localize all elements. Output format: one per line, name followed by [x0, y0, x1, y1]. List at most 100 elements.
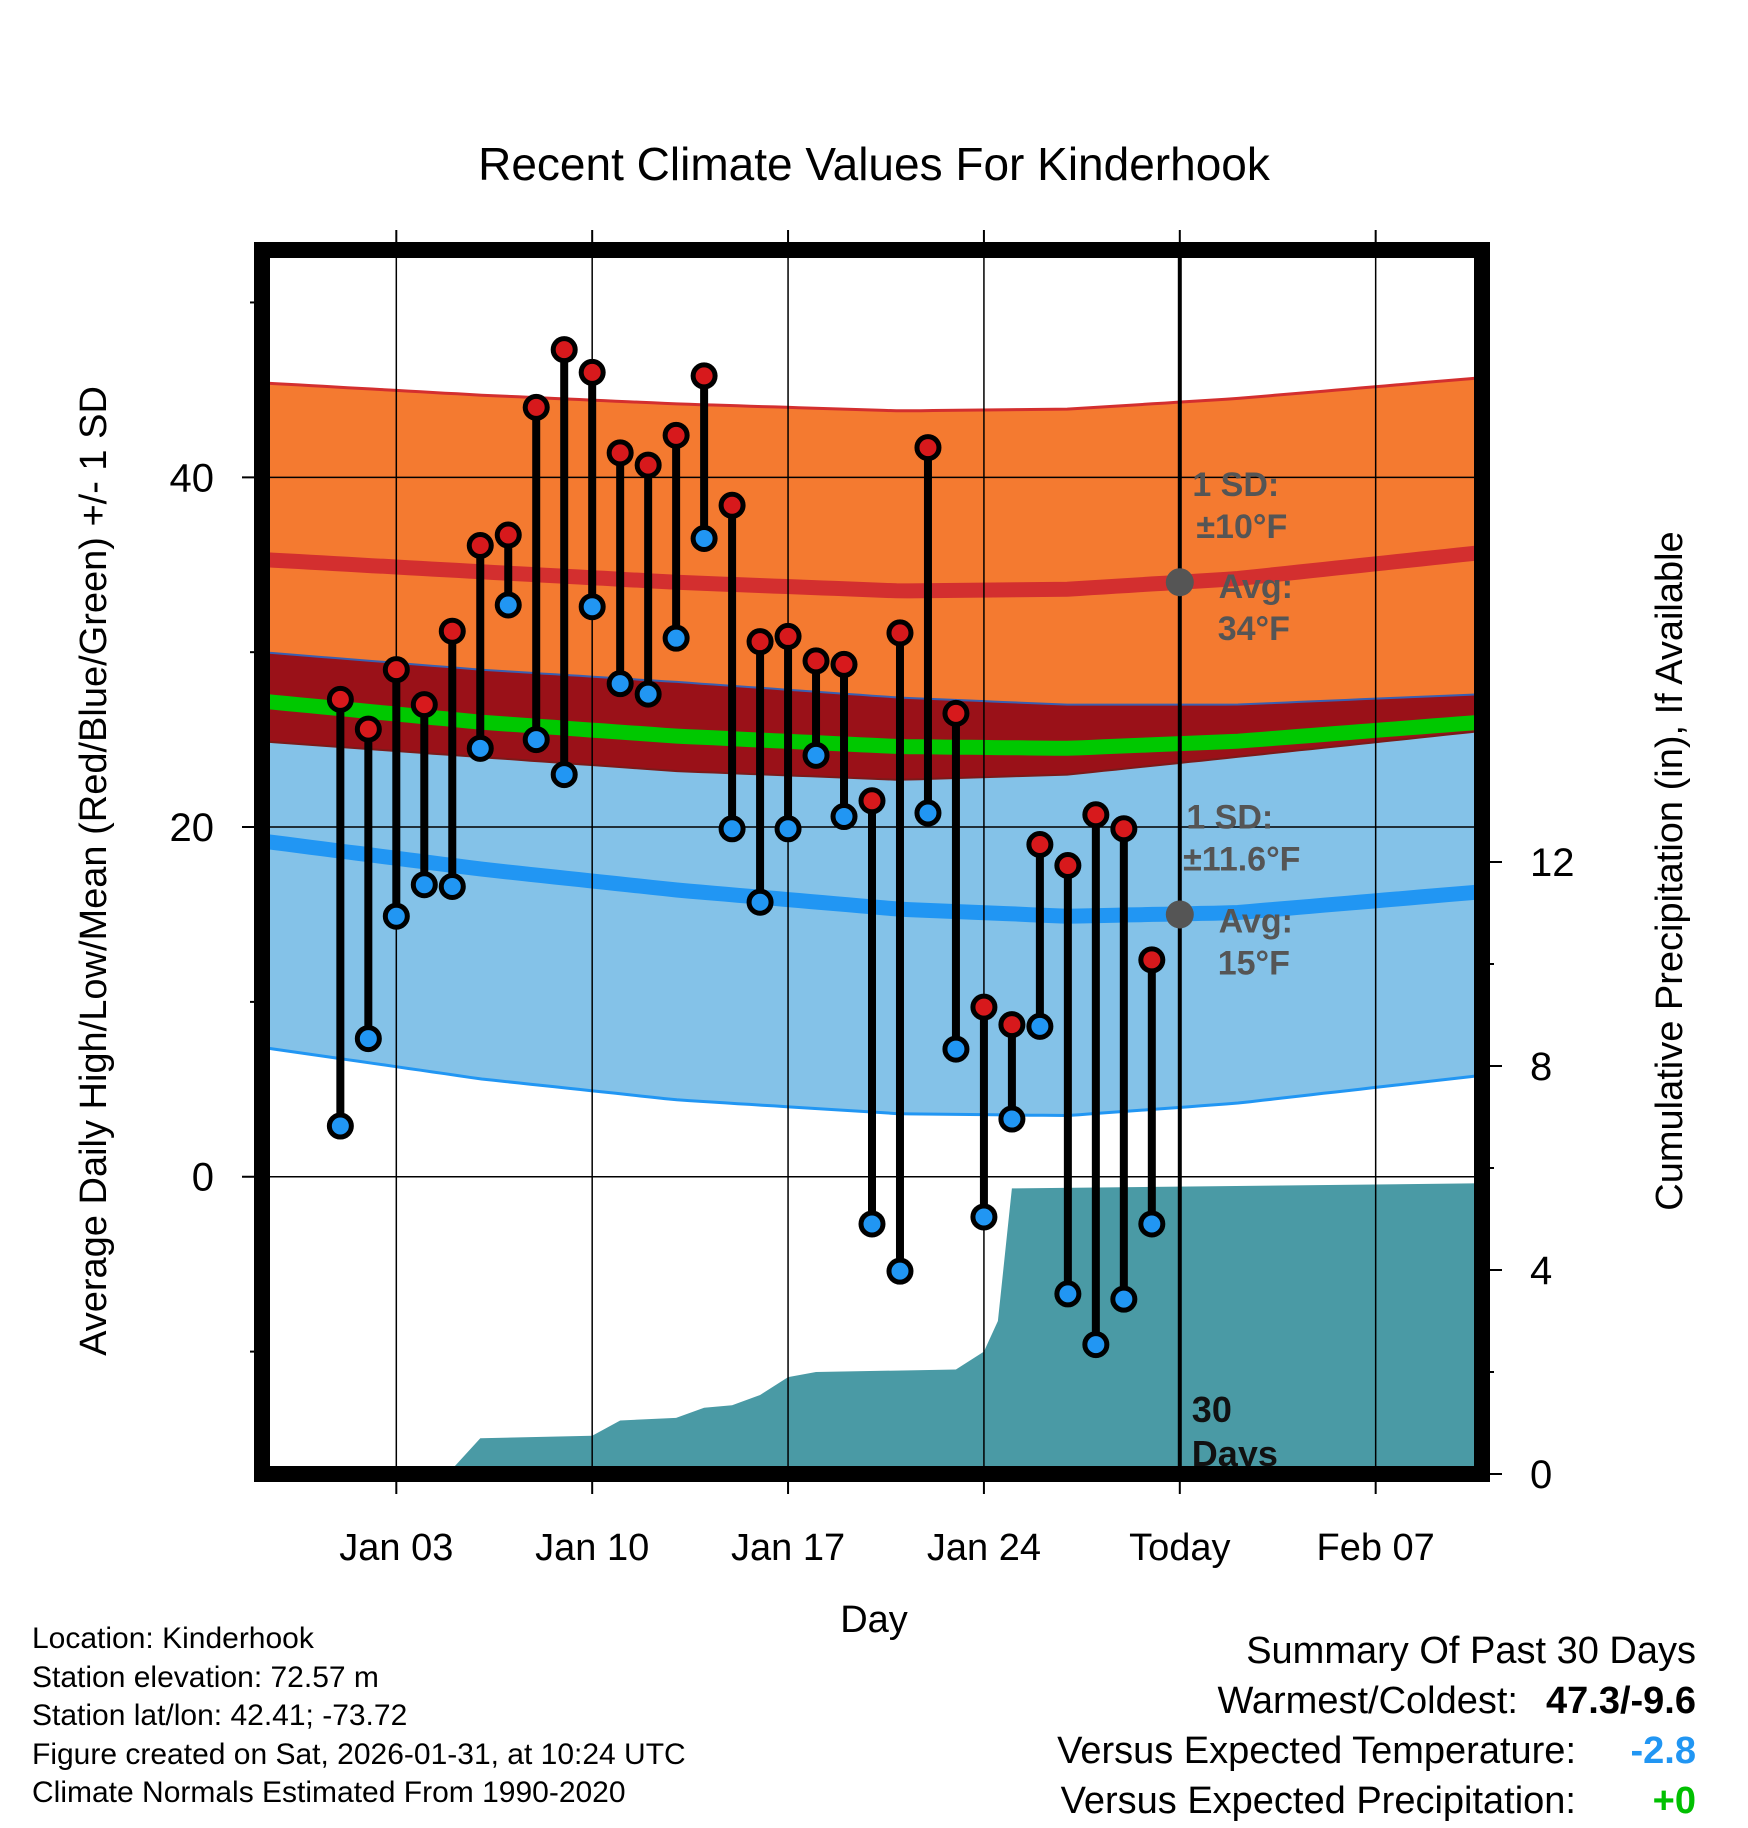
- y-axis-label: Average Daily High/Low/Mean (Red/Blue/Gr…: [73, 386, 115, 1356]
- daily-low-point: [410, 871, 438, 899]
- low-sd-value: ±11.6°F: [1183, 840, 1300, 878]
- high-sd-upper-line: [261, 376, 1483, 413]
- daily-low-point: [774, 815, 802, 843]
- high-avg-label: Avg:: [1219, 568, 1293, 606]
- daily-high-point: [550, 336, 578, 364]
- daily-low-point: [830, 803, 858, 831]
- low-avg-value: 15°F: [1218, 944, 1290, 982]
- daily-low-point: [550, 761, 578, 789]
- daily-low-point: [998, 1105, 1026, 1133]
- daily-high-point: [382, 656, 410, 684]
- summary-precip-row: Versus Expected Precipitation: +0: [1057, 1776, 1696, 1826]
- daily-high-point: [690, 362, 718, 390]
- x-tick-label: Jan 24: [927, 1527, 1041, 1569]
- daily-low-point: [886, 1257, 914, 1285]
- daily-high-point: [1054, 851, 1082, 879]
- daily-low-point: [746, 888, 774, 916]
- daily-low-point: [690, 525, 718, 553]
- daily-low-point: [1138, 1210, 1166, 1238]
- summary-title: Summary Of Past 30 Days: [1246, 1630, 1696, 1672]
- y2-tick-label: 4: [1530, 1249, 1552, 1293]
- daily-high-point: [466, 532, 494, 560]
- normal-high-line: [261, 545, 1483, 599]
- daily-high-point: [746, 628, 774, 656]
- daily-high-point: [1026, 831, 1054, 859]
- daily-low-point: [438, 872, 466, 900]
- summary-temp-row: Versus Expected Temperature: -2.8: [1057, 1726, 1696, 1776]
- daily-high-point: [410, 691, 438, 719]
- chart-title: Recent Climate Values For Kinderhook: [478, 138, 1271, 190]
- high-sd-band: [262, 377, 1482, 705]
- daily-low-point: [942, 1035, 970, 1063]
- daily-high-point: [858, 787, 886, 815]
- summary-warmest-row: Warmest/Coldest: 47.3/-9.6: [1057, 1676, 1696, 1726]
- daily-low-point: [1110, 1285, 1138, 1313]
- daily-high-point: [606, 439, 634, 467]
- y2-axis-label: Cumulative Precipitation (in), If Availa…: [1649, 531, 1691, 1210]
- y2-tick-label: 12: [1530, 841, 1575, 885]
- days-label-line: 30: [1192, 1389, 1232, 1430]
- y-tick-label: 0: [192, 1156, 214, 1200]
- precip-label: Versus Expected Precipitation:: [1060, 1780, 1576, 1822]
- plot-area: 1 SD: ±10°F Avg: 34°F 1 SD: ±11.6°F Avg: 15°F 30…: [170, 230, 1575, 1569]
- daily-low-point: [662, 624, 690, 652]
- daily-high-point: [998, 1011, 1026, 1039]
- x-tick-label: Today: [1129, 1527, 1230, 1569]
- daily-high-point: [774, 622, 802, 650]
- daily-high-point: [718, 491, 746, 519]
- daily-low-point: [1054, 1280, 1082, 1308]
- daily-low-point: [718, 815, 746, 843]
- low-avg-label: Avg:: [1219, 902, 1293, 940]
- daily-high-point: [1082, 801, 1110, 829]
- daily-high-point: [354, 715, 382, 743]
- daily-low-point: [802, 741, 830, 769]
- summary-panel: Summary Of Past 30 Days Warmest/Coldest:…: [1057, 1626, 1696, 1826]
- x-tick-label: Jan 03: [339, 1527, 453, 1569]
- daily-low-point: [382, 902, 410, 930]
- normal-mean-line: [261, 693, 1483, 756]
- daily-low-point: [354, 1025, 382, 1053]
- precip-value: +0: [1652, 1780, 1696, 1822]
- high-sd-label: 1 SD:: [1192, 466, 1279, 504]
- daily-high-point: [578, 358, 606, 386]
- x-tick-label: Jan 10: [535, 1527, 649, 1569]
- daily-high-point: [438, 617, 466, 645]
- high-avg-marker: [1165, 568, 1194, 597]
- daily-high-point: [970, 993, 998, 1021]
- x-tick-label: Jan 17: [731, 1527, 845, 1569]
- daily-high-point: [634, 451, 662, 479]
- daily-low-point: [494, 591, 522, 619]
- daily-low-point: [970, 1203, 998, 1231]
- high-sd-value: ±10°F: [1196, 508, 1287, 546]
- info-normals: Climate Normals Estimated From 1990-2020: [32, 1776, 626, 1809]
- info-location: Location: Kinderhook: [32, 1622, 314, 1655]
- info-latlon: Station lat/lon: 42.41; -73.72: [32, 1699, 408, 1732]
- x-tick-label: Feb 07: [1317, 1527, 1435, 1569]
- low-sd-upper-line: [261, 729, 1483, 781]
- low-avg-marker: [1165, 900, 1194, 929]
- daily-high-point: [522, 393, 550, 421]
- daily-high-point: [802, 647, 830, 675]
- daily-low-point: [634, 680, 662, 708]
- daily-low-point: [578, 593, 606, 621]
- daily-low-point: [858, 1210, 886, 1238]
- daily-low-point: [606, 670, 634, 698]
- daily-low-point: [1026, 1012, 1054, 1040]
- temp-label: Versus Expected Temperature:: [1057, 1730, 1576, 1772]
- daily-high-point: [494, 521, 522, 549]
- x-axis-label: Day: [840, 1599, 908, 1641]
- daily-high-point: [326, 685, 354, 713]
- low-sd-label: 1 SD:: [1186, 798, 1273, 836]
- daily-high-point: [662, 421, 690, 449]
- daily-high-point: [1138, 946, 1166, 974]
- daily-high-point: [830, 650, 858, 678]
- station-info: Location: Kinderhook Station elevation: …: [32, 1620, 686, 1813]
- high-avg-value: 34°F: [1218, 610, 1290, 648]
- y2-tick-label: 8: [1530, 1045, 1552, 1089]
- warmest-label: Warmest/Coldest:: [1217, 1680, 1518, 1722]
- precip-area: [262, 1183, 1482, 1474]
- daily-high-point: [1110, 815, 1138, 843]
- daily-high-point: [914, 434, 942, 462]
- daily-low-point: [326, 1112, 354, 1140]
- info-created: Figure created on Sat, 2026-01-31, at 10…: [32, 1737, 686, 1771]
